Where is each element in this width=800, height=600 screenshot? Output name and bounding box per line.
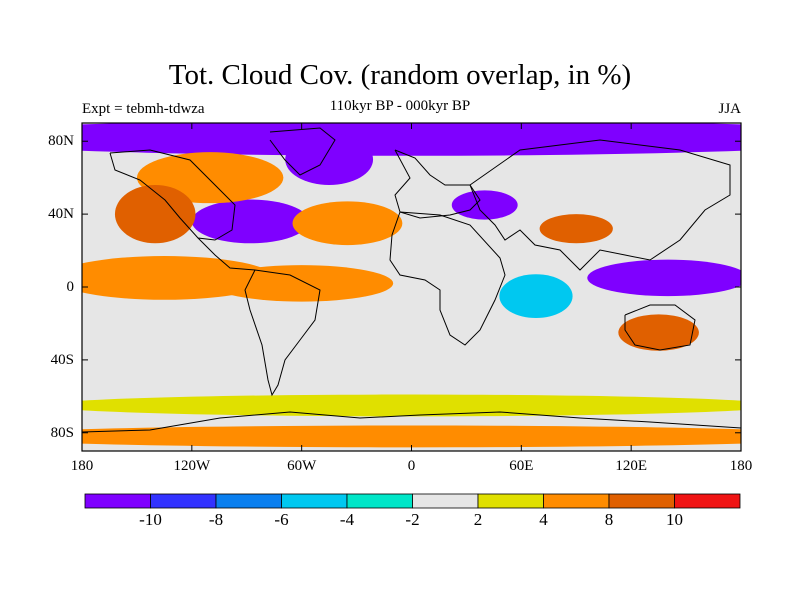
colorbar-label-8: 10 (666, 510, 683, 529)
colorbar-box-3 (281, 493, 348, 509)
colorbar-label-7: 8 (604, 510, 614, 529)
anomaly-region-indian-ocean (499, 274, 573, 318)
coastline-central-america (197, 237, 256, 271)
anomaly-region-arctic-ocean (82, 123, 741, 156)
anomaly-region-central-north-america (191, 199, 309, 244)
chart-title: Tot. Cloud Cov. (random overlap, in %) (168, 59, 632, 91)
colorbar-box-1 (150, 493, 217, 509)
coastline-australia (624, 304, 696, 351)
anomaly-region-north-atlantic (292, 201, 403, 246)
coastline-north-america (109, 149, 236, 241)
anomaly-region-australia (618, 314, 699, 351)
anomaly-region-maritime-continent (587, 259, 741, 297)
lon-label-2: 60W (287, 458, 317, 474)
anomaly-region-greenland (285, 133, 374, 185)
colorbar-label-0: -10 (139, 510, 162, 529)
chart-subtitle: 110kyr BP - 000kyr BP (329, 98, 471, 114)
anomaly-region-tibetan-plateau (539, 214, 613, 244)
coastline-antarctica (82, 411, 741, 433)
lon-label-6: 180 (729, 458, 753, 474)
anomaly-region-northeast-pacific (114, 184, 196, 244)
colorbar-label-6: 4 (539, 510, 548, 529)
colorbar-box-8 (608, 493, 675, 509)
coastline-south-america (244, 269, 321, 397)
colorbar-label-5: 2 (473, 510, 483, 529)
lon-label-1: 120W (173, 458, 211, 474)
colorbar-label-3: -4 (339, 510, 355, 529)
anomaly-region-southern-ocean (82, 394, 741, 417)
anomaly-region-eastern-europe (451, 190, 518, 220)
colorbar-box-4 (346, 493, 413, 509)
colorbar-label-4: -2 (405, 510, 420, 529)
lon-label-5: 120E (615, 458, 647, 474)
coastline-greenland (269, 127, 336, 176)
lat-label-40n: 40N (48, 206, 74, 223)
lon-label-3: 0 (407, 458, 416, 474)
anomaly-region-eastern-tropical-pacific (82, 256, 275, 300)
colorbar-label-2: -6 (274, 510, 289, 529)
lat-label-80n: 80N (48, 133, 74, 150)
lon-label-4: 60E (509, 458, 534, 474)
coastline-europe (394, 149, 481, 219)
colorbar-box-6 (477, 493, 544, 509)
colorbar-box-0 (84, 493, 151, 509)
experiment-label: Expt = tebmh-tdwza (82, 101, 205, 117)
lat-label-40s: 40S (50, 351, 74, 368)
anomaly-region-antarctic-coast (82, 425, 741, 448)
lat-label-0: 0 (66, 279, 75, 295)
coastline-asia (469, 139, 731, 271)
lat-label-80s: 80S (50, 424, 74, 441)
colorbar-box-2 (215, 493, 282, 509)
colorbar-box-5 (412, 493, 479, 509)
colorbar-box-9 (674, 493, 741, 509)
lon-label-0: 180 (70, 458, 94, 474)
season-label: JJA (718, 101, 741, 117)
colorbar-box-7 (543, 493, 610, 509)
colorbar-label-1: -8 (208, 510, 224, 529)
coastline-africa (389, 211, 506, 346)
